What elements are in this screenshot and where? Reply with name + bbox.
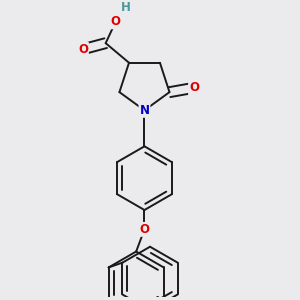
Text: O: O [111, 15, 121, 28]
Text: H: H [121, 1, 131, 13]
Text: N: N [140, 104, 149, 117]
Text: O: O [189, 81, 199, 94]
Text: O: O [78, 43, 88, 56]
Text: O: O [140, 223, 149, 236]
